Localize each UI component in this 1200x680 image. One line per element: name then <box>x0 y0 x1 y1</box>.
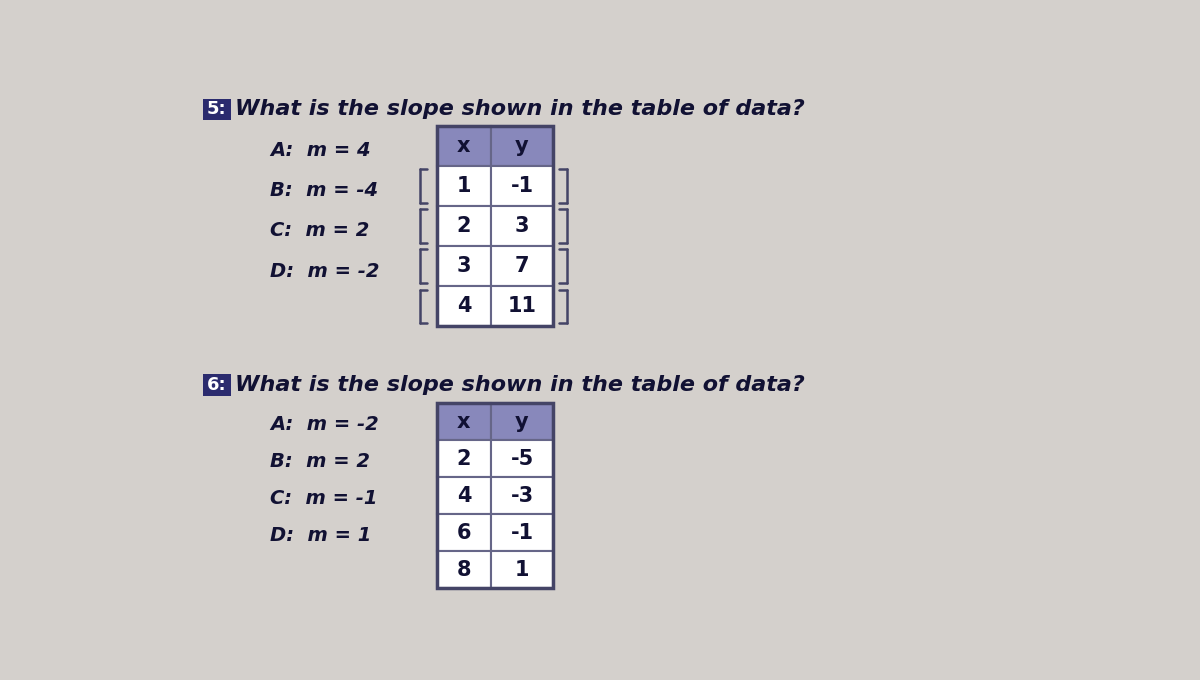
Bar <box>437 403 491 441</box>
Text: x: x <box>457 136 470 156</box>
Bar <box>437 206 491 246</box>
Text: 3: 3 <box>457 256 472 276</box>
Bar <box>491 551 553 588</box>
Text: 5:: 5: <box>206 101 227 118</box>
Bar <box>491 167 553 206</box>
Text: 1: 1 <box>457 176 472 197</box>
Text: 6: 6 <box>457 523 472 543</box>
Text: 1: 1 <box>515 560 529 580</box>
Bar <box>437 477 491 514</box>
Bar <box>437 403 553 588</box>
Bar <box>437 551 491 588</box>
Text: A:  m = 4: A: m = 4 <box>270 141 371 160</box>
Bar <box>203 374 230 396</box>
Bar <box>491 286 553 326</box>
Bar <box>491 246 553 286</box>
Text: 8: 8 <box>457 560 472 580</box>
Bar <box>491 403 553 441</box>
Text: 11: 11 <box>508 296 536 316</box>
Bar <box>491 477 553 514</box>
Text: -1: -1 <box>510 176 534 197</box>
Text: What is the slope shown in the table of data?: What is the slope shown in the table of … <box>235 375 805 395</box>
Text: A:  m = -2: A: m = -2 <box>270 415 379 434</box>
Text: y: y <box>515 412 529 432</box>
Bar <box>437 441 491 477</box>
Bar <box>491 206 553 246</box>
Text: -1: -1 <box>510 523 534 543</box>
Bar <box>491 514 553 551</box>
Text: 4: 4 <box>457 296 472 316</box>
Bar <box>437 286 491 326</box>
Bar <box>437 246 491 286</box>
Text: 7: 7 <box>515 256 529 276</box>
Text: D:  m = -2: D: m = -2 <box>270 262 379 281</box>
Text: 2: 2 <box>457 216 472 237</box>
Text: 6:: 6: <box>206 376 227 394</box>
Text: -5: -5 <box>510 449 534 469</box>
Text: 3: 3 <box>515 216 529 237</box>
Bar <box>203 99 230 120</box>
Bar <box>437 126 553 326</box>
Text: y: y <box>515 136 529 156</box>
Text: -3: -3 <box>510 486 534 506</box>
Text: D:  m = 1: D: m = 1 <box>270 526 372 545</box>
Bar <box>437 167 491 206</box>
Text: x: x <box>457 412 470 432</box>
Text: What is the slope shown in the table of data?: What is the slope shown in the table of … <box>235 99 805 119</box>
Bar <box>437 126 491 167</box>
Text: 2: 2 <box>457 449 472 469</box>
Text: C:  m = -1: C: m = -1 <box>270 489 378 508</box>
Bar <box>437 514 491 551</box>
Bar <box>491 441 553 477</box>
Text: B:  m = -4: B: m = -4 <box>270 182 378 201</box>
Text: 4: 4 <box>457 486 472 506</box>
Text: C:  m = 2: C: m = 2 <box>270 222 370 241</box>
Bar <box>491 126 553 167</box>
Text: B:  m = 2: B: m = 2 <box>270 452 370 471</box>
